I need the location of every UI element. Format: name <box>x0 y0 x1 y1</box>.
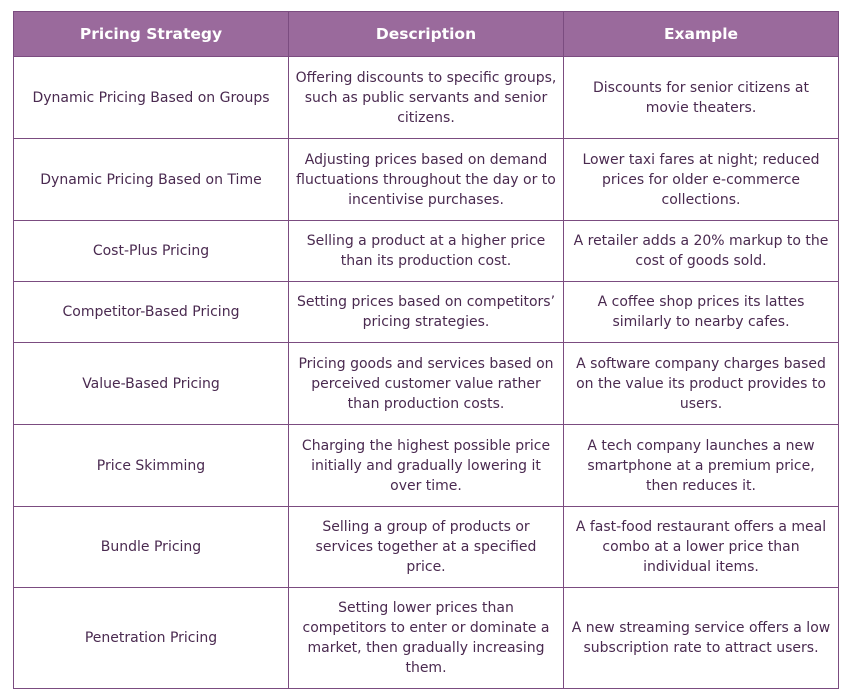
example-cell: A retailer adds a 20% markup to the cost… <box>563 220 839 282</box>
example-cell: A new streaming service offers a low sub… <box>563 587 839 689</box>
table-row: Value-Based Pricing Pricing goods and ser… <box>13 342 839 425</box>
strategy-cell: Value-Based Pricing <box>13 342 289 425</box>
description-cell: Charging the highest possible price init… <box>288 424 564 507</box>
table-row: Bundle Pricing Selling a group of product… <box>13 506 839 588</box>
example-cell: A tech company launches a new smartphone… <box>563 424 839 507</box>
strategy-cell: Penetration Pricing <box>13 587 289 689</box>
strategy-cell: Competitor-Based Pricing <box>13 281 289 343</box>
description-cell: Setting lower prices than competitors to… <box>288 587 564 689</box>
header-strategy: Pricing Strategy <box>13 11 289 57</box>
table-row: Dynamic Pricing Based on Groups Offering … <box>13 56 839 139</box>
strategy-cell: Price Skimming <box>13 424 289 507</box>
strategy-cell: Bundle Pricing <box>13 506 289 588</box>
description-cell: Setting prices based on competitors’ pri… <box>288 281 564 343</box>
example-cell: A software company charges based on the … <box>563 342 839 425</box>
strategy-cell: Cost-Plus Pricing <box>13 220 289 282</box>
description-cell: Offering discounts to specific groups, s… <box>288 56 564 139</box>
header-description: Description <box>288 11 564 57</box>
table-row: Cost-Plus Pricing Selling a product at a … <box>13 220 839 282</box>
table-row: Price Skimming Charging the highest possi… <box>13 424 839 507</box>
table-row: Dynamic Pricing Based on Time Adjusting p… <box>13 138 839 221</box>
description-cell: Adjusting prices based on demand fluctua… <box>288 138 564 221</box>
table-row: Penetration Pricing Setting lower prices … <box>13 587 839 689</box>
description-cell: Pricing goods and services based on perc… <box>288 342 564 425</box>
table-row: Competitor-Based Pricing Setting prices b… <box>13 281 839 343</box>
example-cell: Lower taxi fares at night; reduced price… <box>563 138 839 221</box>
description-cell: Selling a group of products or services … <box>288 506 564 588</box>
example-cell: Discounts for senior citizens at movie t… <box>563 56 839 139</box>
pricing-strategy-table: Pricing Strategy Description Example Dyn… <box>13 11 839 689</box>
strategy-cell: Dynamic Pricing Based on Time <box>13 138 289 221</box>
header-row: Pricing Strategy Description Example <box>13 11 839 57</box>
header-example: Example <box>563 11 839 57</box>
strategy-cell: Dynamic Pricing Based on Groups <box>13 56 289 139</box>
example-cell: A fast-food restaurant offers a meal com… <box>563 506 839 588</box>
description-cell: Selling a product at a higher price than… <box>288 220 564 282</box>
example-cell: A coffee shop prices its lattes similarl… <box>563 281 839 343</box>
